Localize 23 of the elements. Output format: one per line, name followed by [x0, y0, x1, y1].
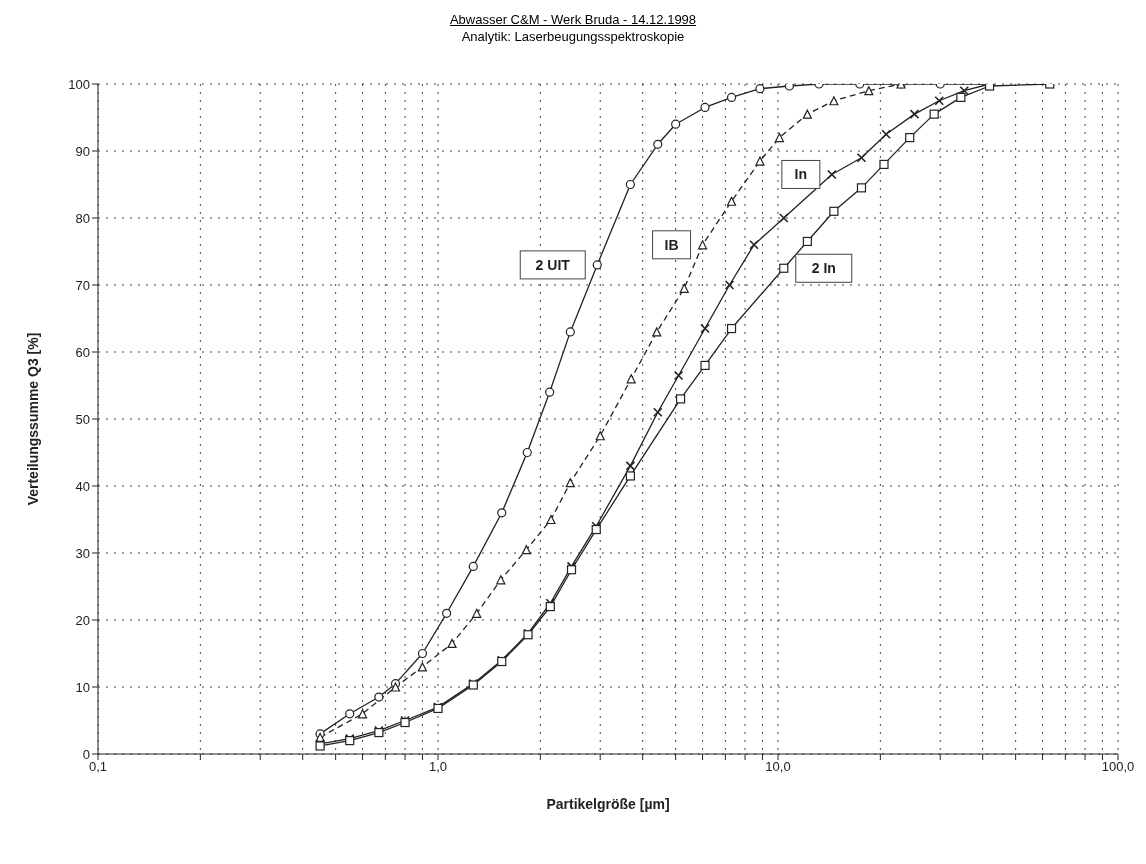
x-tick-label: 10,0	[765, 759, 791, 775]
x-tick-label: 100,0	[1101, 759, 1135, 775]
y-tick-label: 70	[75, 277, 90, 293]
y-tick-label: 30	[75, 545, 90, 561]
y-tick-label: 100	[68, 76, 90, 92]
y-tick-label: 0	[82, 746, 90, 762]
series-label: 2 In	[811, 260, 836, 277]
x-tick-label: 1,0	[428, 759, 448, 775]
y-axis-title: Verteilungssumme Q3 [%]	[24, 332, 41, 506]
y-tick-label: 10	[75, 679, 90, 695]
y-tick-label: 60	[75, 344, 90, 360]
y-tick-label: 20	[75, 612, 90, 628]
series-label: 2 UIT	[535, 256, 571, 273]
y-tick-label: 50	[75, 411, 90, 427]
x-axis-title: Partikelgröße [µm]	[546, 796, 670, 812]
series-label: IB	[664, 236, 679, 253]
y-tick-label: 90	[75, 143, 90, 159]
chart-subtitle: Analytik: Laserbeugungsspektroskopie	[460, 29, 686, 44]
y-tick-label: 40	[75, 478, 90, 494]
series-label: In	[794, 166, 808, 183]
x-tick-label: 0,1	[88, 759, 108, 775]
y-tick-label: 80	[75, 210, 90, 226]
chart-title: Abwasser C&M - Werk Bruda - 14.12.1998	[448, 12, 698, 27]
